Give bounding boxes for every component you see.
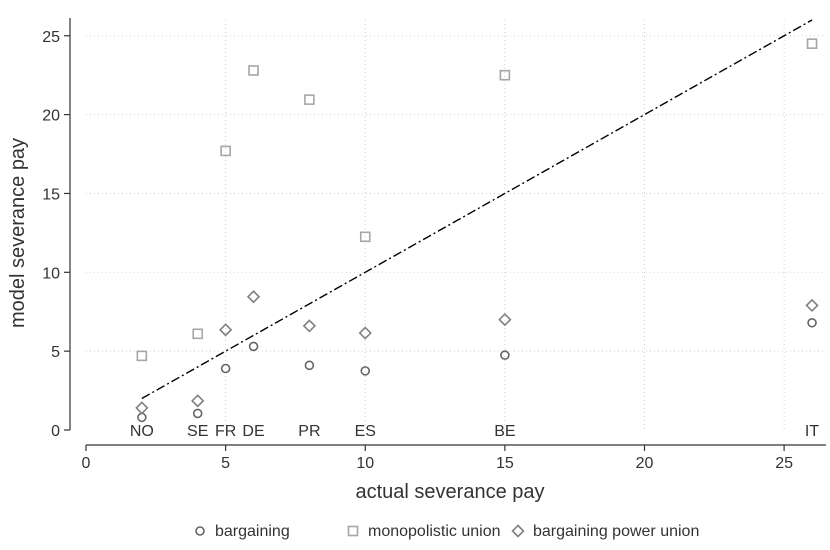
grid-layer [86,20,826,430]
bargaining-point [500,350,510,360]
monopolistic-union-point [220,145,231,157]
bargaining-power-union-point [246,290,261,304]
legend-marker-diamond [511,524,525,538]
country-label: IT [805,423,819,440]
country-label: FR [215,423,236,440]
monopolistic-union-point [136,350,148,362]
country-label: NO [130,423,154,440]
country-label: DE [242,423,264,440]
x-tick-label: 10 [356,455,374,472]
legend-label: bargaining [215,523,290,540]
country-label: BE [494,423,515,440]
bargaining-power-union-point [498,312,512,327]
y-tick-label: 25 [42,29,60,46]
bargaining-power-union-point [218,323,233,337]
bargaining-point [807,317,817,328]
legend-label: bargaining power union [533,523,699,540]
data-points-layer [135,38,819,423]
x-tick-label: 0 [82,455,91,472]
y-tick-label: 0 [51,423,60,440]
monopolistic-union-point [806,38,818,49]
x-tick-label: 5 [221,455,230,472]
y-tick-label: 15 [42,186,60,203]
axes-layer: 0 5 10 15 20 25 0 5 10 15 20 25 [42,18,826,472]
reference-line-layer [141,19,813,400]
bargaining-point [248,341,259,352]
bargaining-point [304,360,315,371]
bargaining-power-union-point [135,401,149,415]
x-axis-title: actual severance pay [355,481,544,503]
country-labels-layer: NO SE FR DE PR ES BE IT [130,423,820,440]
country-label: SE [187,423,208,440]
y-tick-label: 10 [42,265,60,282]
monopolistic-union-point [192,328,203,340]
legend: bargaining monopolistic union bargaining p… [195,523,699,540]
monopolistic-union-point [359,231,371,243]
bargaining-power-union-point [302,319,317,333]
bargaining-power-union-point [358,326,372,340]
legend-marker-circle [195,526,205,536]
bargaining-point [220,363,231,374]
bargaining-point [137,412,147,423]
country-label: ES [355,423,376,440]
x-tick-label: 20 [636,455,654,472]
monopolistic-union-point [248,65,259,76]
y-tick-label: 5 [51,344,60,361]
legend-label: monopolistic union [368,523,501,540]
bargaining-point [360,366,371,376]
reference-line [141,19,813,400]
bargaining-power-union-point [805,298,819,313]
country-label: PR [298,423,320,440]
x-tick-label: 15 [496,455,514,472]
y-axis-title: model severance pay [7,138,29,328]
x-tick-label: 25 [775,455,793,472]
legend-marker-square [347,525,359,537]
bargaining-power-union-point [191,394,205,408]
y-tick-label: 20 [42,108,60,125]
monopolistic-union-point [499,69,511,81]
bargaining-point [192,408,203,419]
monopolistic-union-point [304,94,315,105]
